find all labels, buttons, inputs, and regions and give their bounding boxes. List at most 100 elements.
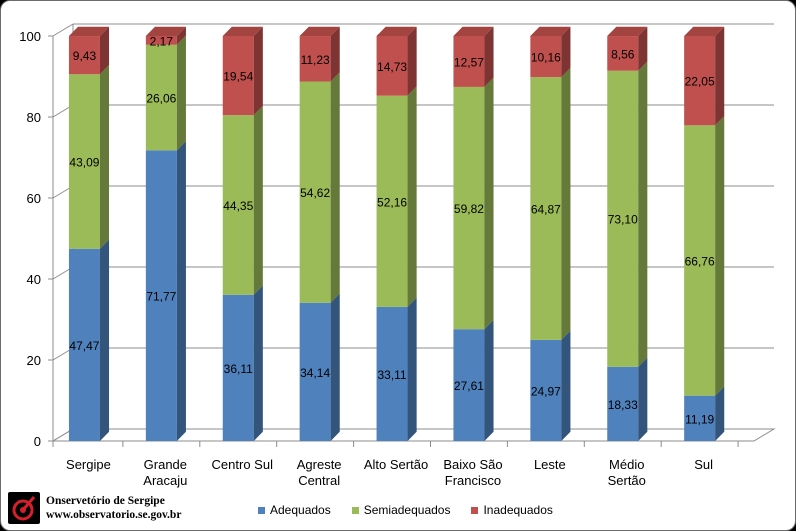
y-tick-label: 40: [27, 272, 41, 287]
data-label-leste-adequados: 24,97: [531, 384, 561, 398]
data-label-alto-sertao-adequados: 33,11: [377, 368, 406, 382]
bar-side-medio-sertao-semiadequados: [638, 61, 648, 367]
data-label-agreste-central-semiadequados: 54,62: [300, 186, 330, 200]
legend-label-semiadequados: Semiadequados: [363, 503, 451, 517]
data-label-centro-sul-adequados: 36,11: [224, 362, 253, 376]
bar-front-centro-sul-inadequados: [222, 36, 254, 116]
bar-side-baixo-sao-francisco-inadequados: [484, 26, 494, 87]
bar-front-leste-inadequados: [530, 36, 562, 78]
bar-front-agreste-central-semiadequados: [299, 81, 331, 303]
x-tick-label-agreste-central: Agreste Central: [297, 457, 342, 488]
bar-side-grande-aracaju-adequados: [176, 141, 186, 442]
legend-swatch-semiadequados: [351, 506, 359, 514]
y-tick-label: 80: [27, 110, 41, 125]
bar-front-alto-sertao-adequados: [376, 306, 408, 441]
observatory-url: www.observatorio.se.gov.br: [46, 509, 182, 521]
observatory-logo-icon: [8, 492, 40, 524]
x-tick-label-line: Central: [298, 473, 340, 488]
x-tick-label-line: Sertão: [608, 473, 646, 488]
data-label-sergipe-inadequados: 9,43: [73, 49, 97, 63]
bar-side-leste-inadequados: [561, 26, 571, 78]
bar-front-agreste-central-inadequados: [299, 36, 331, 82]
bar-side-agreste-central-inadequados: [330, 26, 340, 82]
bar-sergipe-adequados: [68, 239, 110, 441]
bar-agreste-central-adequados: [299, 293, 340, 441]
bar-side-sul-inadequados: [715, 26, 725, 126]
bar-medio-sertao-inadequados: [607, 26, 648, 71]
bar-sul-semiadequados: [684, 116, 725, 396]
bar-side-sergipe-inadequados: [99, 26, 110, 75]
bar-front-leste-adequados: [530, 339, 562, 441]
bar-sul-inadequados: [684, 26, 725, 126]
bar-front-sul-semiadequados: [684, 125, 716, 396]
bar-alto-sertao-inadequados: [376, 26, 417, 96]
bar-side-agreste-central-adequados: [330, 293, 340, 441]
bar-top-medio-sertao-inadequados: [607, 26, 648, 37]
bar-agreste-central-inadequados: [299, 26, 340, 82]
x-tick-label-leste: Leste: [534, 457, 566, 472]
bar-centro-sul-semiadequados: [222, 105, 263, 295]
bar-side-sergipe-semiadequados: [99, 65, 110, 249]
bar-top-alto-sertao-inadequados: [376, 26, 417, 36]
x-tick-label-line: Alto Sertão: [364, 457, 428, 472]
bar-centro-sul-adequados: [222, 285, 263, 441]
bar-side-alto-sertao-adequados: [407, 297, 417, 441]
legend-swatch-adequados: [258, 506, 265, 514]
bar-front-grande-aracaju-adequados: [145, 150, 177, 442]
bar-top-grande-aracaju-inadequados: [145, 26, 186, 36]
x-tick-label-sul: Sul: [694, 457, 713, 472]
x-tick-label-line: Leste: [534, 457, 566, 472]
legend-item-semiadequados: Semiadequados: [351, 503, 451, 517]
bar-front-medio-sertao-semiadequados: [607, 70, 639, 367]
bar-front-sergipe-semiadequados: [68, 74, 100, 249]
data-label-grande-aracaju-inadequados: 2,17: [150, 34, 174, 48]
y-tick-label: 100: [19, 29, 41, 44]
y-tick-label: 20: [27, 353, 41, 368]
bar-side-leste-adequados: [561, 330, 571, 441]
bar-front-alto-sertao-inadequados: [376, 36, 408, 96]
x-tick-label-line: Baixo São: [443, 457, 502, 472]
data-label-baixo-sao-francisco-inadequados: 12,57: [454, 55, 484, 69]
bar-side-baixo-sao-francisco-adequados: [484, 319, 494, 441]
bar-front-agreste-central-adequados: [299, 302, 331, 441]
x-tick-label-baixo-sao-francisco: Baixo São Francisco: [443, 457, 502, 488]
x-tick-label-line: Grande: [144, 457, 187, 472]
bar-side-alto-sertao-inadequados: [407, 26, 417, 96]
bar-medio-sertao-semiadequados: [607, 61, 648, 367]
x-tick-label-line: Francisco: [445, 473, 501, 488]
observatory-name: Onservetório de Sergipe: [46, 495, 165, 507]
legend-label-inadequados: Inadequados: [483, 503, 553, 517]
data-label-grande-aracaju-adequados: 71,77: [146, 290, 176, 304]
data-label-medio-sertao-inadequados: 8,56: [611, 47, 635, 61]
bar-alto-sertao-semiadequados: [376, 86, 417, 307]
bar-leste-adequados: [530, 330, 571, 441]
x-tick-label-sergipe: Sergipe: [66, 457, 111, 472]
bar-side-agreste-central-semiadequados: [330, 72, 340, 303]
bar-front-sul-adequados: [684, 395, 716, 441]
data-label-sul-inadequados: 22,05: [685, 75, 715, 89]
bar-side-medio-sertao-inadequados: [638, 26, 648, 71]
data-label-sergipe-semiadequados: 43,09: [69, 155, 99, 169]
bar-sergipe-inadequados: [68, 26, 110, 75]
data-label-grande-aracaju-semiadequados: 26,06: [146, 92, 176, 106]
x-tick-label-line: Sergipe: [66, 457, 111, 472]
bar-side-grande-aracaju-semiadequados: [176, 35, 186, 151]
bar-top-leste-inadequados: [530, 26, 571, 36]
bar-side-sergipe-adequados: [99, 239, 110, 441]
bar-side-centro-sul-semiadequados: [253, 105, 263, 295]
bar-front-sul-inadequados: [684, 36, 716, 126]
legend-item-adequados: Adequados: [258, 503, 331, 517]
bar-baixo-sao-francisco-inadequados: [453, 26, 494, 87]
data-label-sul-adequados: 11,19: [685, 412, 714, 426]
bar-agreste-central-semiadequados: [299, 72, 340, 303]
bar-side-leste-semiadequados: [561, 67, 571, 340]
bar-front-baixo-sao-francisco-semiadequados: [453, 86, 485, 330]
bar-top-centro-sul-inadequados: [222, 26, 263, 36]
bar-top-sergipe-inadequados: [68, 26, 110, 37]
x-tick-label-grande-aracaju: Grande Aracaju: [143, 457, 187, 488]
bar-alto-sertao-adequados: [376, 297, 417, 441]
bar-front-sergipe-adequados: [68, 248, 100, 441]
bar-front-grande-aracaju-semiadequados: [145, 44, 177, 151]
